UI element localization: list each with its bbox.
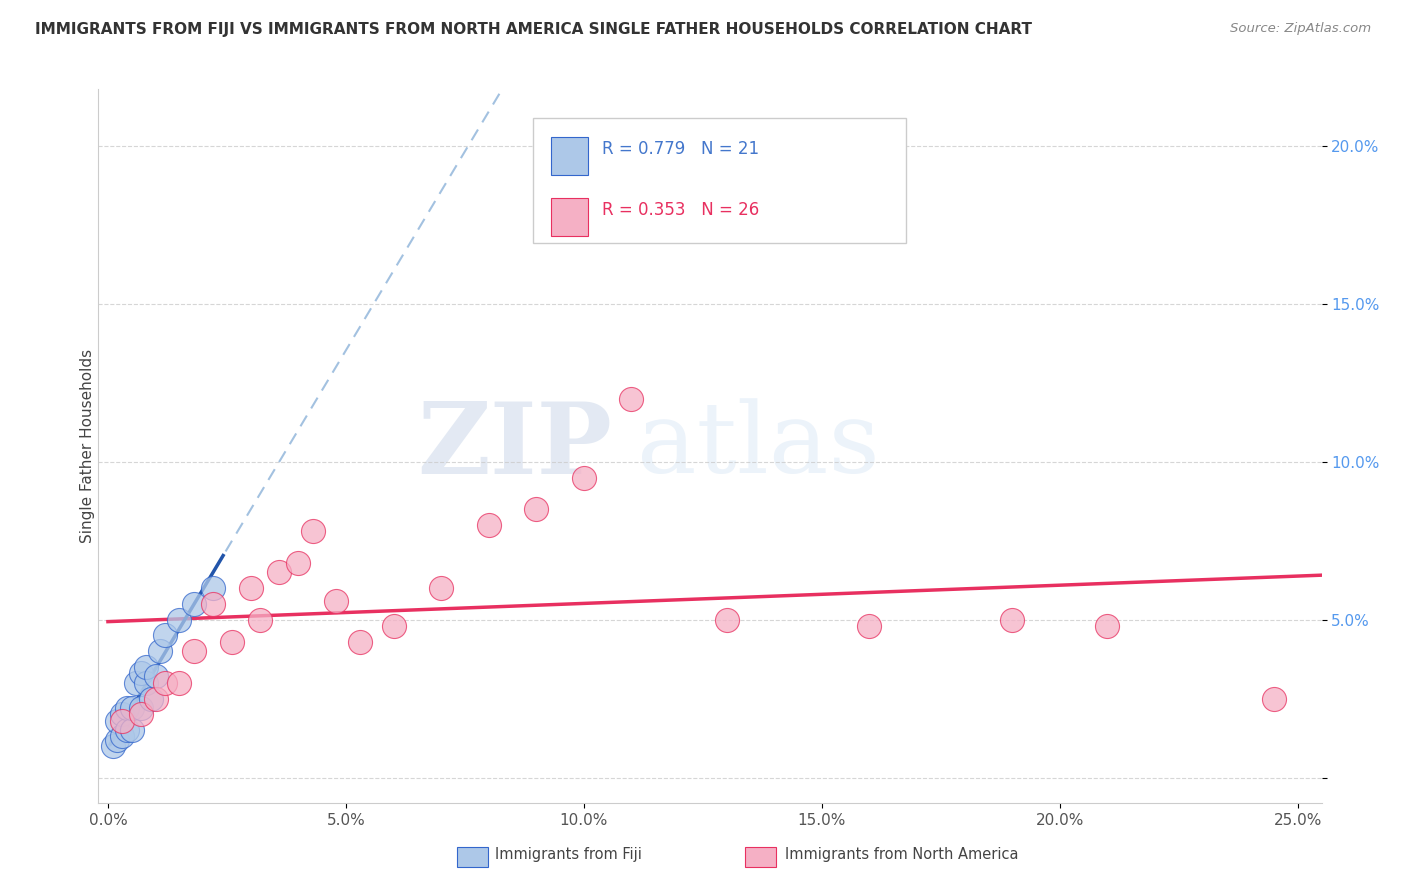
- Point: [572, 470, 595, 484]
- Point: [1001, 613, 1024, 627]
- Text: Immigrants from Fiji: Immigrants from Fiji: [495, 847, 641, 862]
- Text: Immigrants from North America: Immigrants from North America: [785, 847, 1018, 862]
- Point: [101, 739, 124, 753]
- Point: [301, 524, 323, 539]
- Point: [139, 691, 162, 706]
- Point: [201, 581, 224, 595]
- Point: [129, 707, 152, 722]
- FancyBboxPatch shape: [533, 118, 905, 243]
- Point: [269, 566, 291, 580]
- Text: atlas: atlas: [637, 398, 879, 494]
- Point: [111, 707, 134, 722]
- Y-axis label: Single Father Households: Single Father Households: [80, 349, 94, 543]
- Point: [135, 660, 157, 674]
- Point: [183, 644, 205, 658]
- Text: Source: ZipAtlas.com: Source: ZipAtlas.com: [1230, 22, 1371, 36]
- Point: [111, 714, 134, 728]
- Point: [129, 666, 152, 681]
- Point: [478, 517, 501, 532]
- Point: [145, 669, 167, 683]
- Point: [382, 619, 405, 633]
- Point: [115, 701, 138, 715]
- Point: [107, 714, 129, 728]
- Text: R = 0.779   N = 21: R = 0.779 N = 21: [602, 140, 759, 158]
- Point: [121, 701, 143, 715]
- FancyBboxPatch shape: [551, 198, 588, 235]
- Point: [221, 634, 243, 648]
- Point: [1263, 691, 1285, 706]
- Point: [858, 619, 880, 633]
- Point: [107, 732, 129, 747]
- Point: [115, 723, 138, 738]
- Point: [183, 597, 205, 611]
- FancyBboxPatch shape: [551, 137, 588, 175]
- Point: [325, 593, 347, 607]
- Text: IMMIGRANTS FROM FIJI VS IMMIGRANTS FROM NORTH AMERICA SINGLE FATHER HOUSEHOLDS C: IMMIGRANTS FROM FIJI VS IMMIGRANTS FROM …: [35, 22, 1032, 37]
- Point: [125, 675, 148, 690]
- Point: [430, 581, 453, 595]
- Point: [239, 581, 262, 595]
- Point: [145, 691, 167, 706]
- Point: [121, 723, 143, 738]
- Point: [524, 502, 547, 516]
- Text: ZIP: ZIP: [418, 398, 612, 494]
- Point: [249, 613, 271, 627]
- Point: [169, 613, 191, 627]
- Point: [153, 675, 176, 690]
- Point: [111, 730, 134, 744]
- Point: [135, 675, 157, 690]
- Point: [169, 675, 191, 690]
- Point: [349, 634, 371, 648]
- Point: [716, 613, 738, 627]
- Point: [287, 556, 309, 570]
- Point: [129, 701, 152, 715]
- Point: [201, 597, 224, 611]
- Point: [149, 644, 172, 658]
- Point: [1097, 619, 1119, 633]
- Point: [153, 628, 176, 642]
- Point: [620, 392, 643, 406]
- Text: R = 0.353   N = 26: R = 0.353 N = 26: [602, 201, 759, 219]
